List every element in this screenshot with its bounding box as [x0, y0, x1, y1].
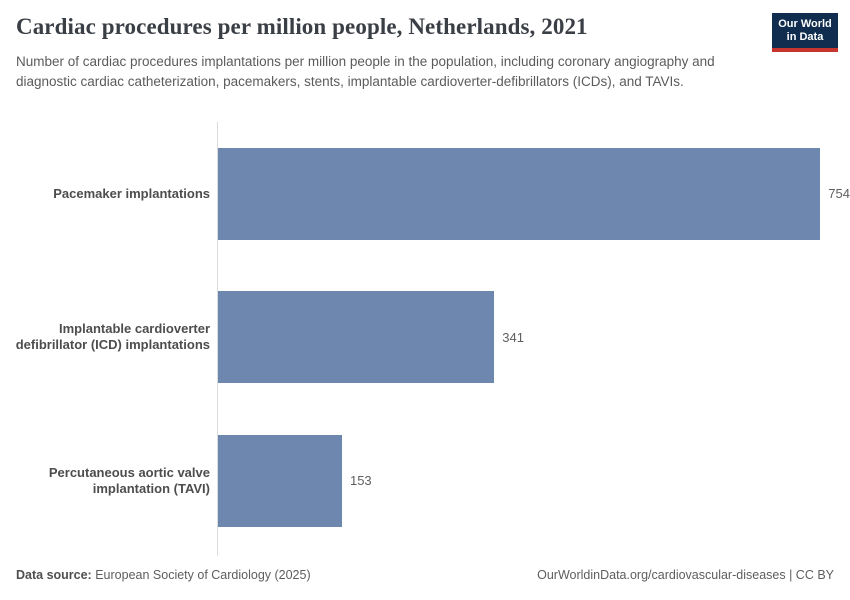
bar-chart: Pacemaker implantations 754 Implantable ca… [0, 122, 850, 556]
chart-subtitle: Number of cardiac procedures implantatio… [16, 54, 715, 89]
bar-track: 754 [218, 147, 850, 240]
category-label: Percutaneous aortic valve implantation (… [48, 464, 210, 496]
bar[interactable] [218, 147, 821, 240]
bar[interactable] [218, 291, 495, 384]
owid-logo[interactable]: Our World in Data [772, 13, 838, 52]
bar-value-label: 153 [349, 473, 372, 489]
category-label: Pacemaker implantations [53, 185, 210, 201]
chart-rows: Pacemaker implantations 754 Implantable ca… [0, 122, 850, 553]
bar-value-label: 754 [828, 186, 850, 202]
data-source-label: Data source: [16, 568, 92, 582]
data-source: Data source: European Society of Cardiol… [16, 568, 311, 582]
chart-row: Implantable cardioverter defibrillator (… [0, 266, 850, 410]
chart-row: Percutaneous aortic valve implantation (… [0, 409, 850, 553]
bar-value-label: 341 [502, 329, 524, 345]
chart-title: Cardiac procedures per million people, N… [16, 14, 588, 39]
bar[interactable] [218, 434, 342, 527]
category-label: Implantable cardioverter defibrillator (… [15, 321, 210, 353]
owid-logo-line1: Our World [778, 18, 832, 30]
chart-row: Pacemaker implantations 754 [0, 122, 850, 266]
data-source-value: European Society of Cardiology (2025) [95, 568, 311, 582]
bar-track: 153 [218, 434, 850, 527]
chart-footer: Data source: European Society of Cardiol… [16, 568, 834, 582]
owid-url-license[interactable]: OurWorldinData.org/cardiovascular-diseas… [537, 568, 834, 582]
owid-logo-line2: in Data [786, 31, 824, 43]
bar-track: 341 [218, 291, 850, 384]
y-axis-line [217, 122, 218, 556]
